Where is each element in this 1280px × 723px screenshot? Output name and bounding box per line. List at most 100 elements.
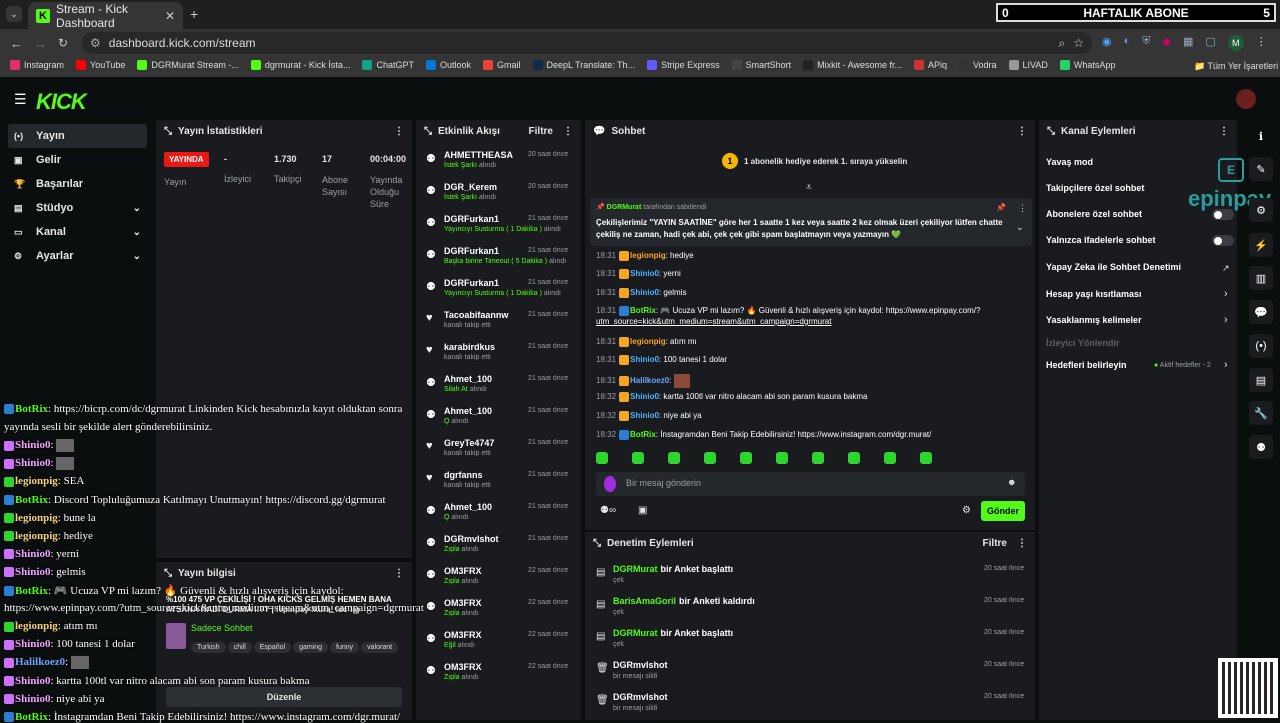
edit-icon[interactable]: ✎ — [1249, 157, 1273, 181]
chat-message[interactable]: 18:31 legionpig: hediye — [596, 251, 694, 261]
feed-item[interactable]: ♥ karabirdkus 21 saat önce kanalı takip ett… — [416, 342, 576, 374]
feed-item-user[interactable]: karabirdkus — [444, 342, 496, 352]
all-bookmarks[interactable]: 📁 Tüm Yer İşaretleri — [1194, 61, 1279, 71]
subscribers-only-toggle[interactable] — [1212, 209, 1234, 220]
bookmark-item[interactable]: APiq — [908, 60, 953, 70]
pinned-by-user[interactable]: DGRMurat — [606, 204, 642, 211]
chat-username[interactable]: Halilkoez0 — [630, 376, 670, 386]
stream-info-more-icon[interactable]: ⋮ — [394, 567, 404, 579]
chat-identity-icon[interactable] — [604, 476, 616, 492]
emote-icon[interactable] — [632, 452, 644, 464]
feed-item-user[interactable]: OM3FRX — [444, 566, 482, 576]
feed-collapse-icon[interactable]: ⤡ — [424, 125, 432, 137]
stats-more-icon[interactable]: ⋮ — [394, 125, 404, 137]
feed-item-user[interactable]: Ahmet_100 — [444, 374, 493, 384]
bookmark-item[interactable]: Vodra — [953, 60, 1003, 70]
feed-item[interactable]: ♥ Tacoabifaannw 21 saat önce kanalı takip e… — [416, 310, 576, 342]
sidebar-item-başarılar[interactable]: 🏆 Başarılar — [8, 172, 147, 196]
chat-message[interactable]: 18:32 Shinio0: niye abi ya — [596, 411, 702, 421]
bookmark-item[interactable]: Stripe Express — [641, 60, 726, 70]
feed-item-user[interactable]: DGRFurkan1 — [444, 214, 500, 224]
chat-message[interactable]: 18:31 legionpig: atım mı — [596, 337, 697, 347]
channel-action-item[interactable]: Hesap yaşı kısıtlaması — [1046, 289, 1142, 299]
moderation-item[interactable]: DGRMurat bir Anket başlattı — [613, 628, 733, 638]
chevron-right-icon[interactable]: › — [1224, 359, 1228, 371]
emoji-icon[interactable]: ☻ — [1007, 477, 1017, 487]
chat-collapse-icon[interactable]: 💬 — [593, 125, 606, 137]
feed-item-user[interactable]: OM3FRX — [444, 630, 482, 640]
emote-icon[interactable] — [812, 452, 824, 464]
feed-item[interactable]: ⚉ OM3FRX 22 saat önce Zıpla alındı — [416, 662, 576, 694]
feed-item-user[interactable]: DGRFurkan1 — [444, 278, 500, 288]
chat-message[interactable]: 18:31 Shinio0: gelmis — [596, 288, 687, 298]
channel-action-item[interactable]: Yasaklanmış kelimeler — [1046, 315, 1142, 325]
user-avatar[interactable] — [1236, 89, 1256, 109]
new-tab-icon[interactable]: + — [190, 6, 199, 22]
feed-item[interactable]: ⚉ Ahmet_100 21 saat önce Q alındı — [416, 502, 576, 534]
expand-icon[interactable]: ⩡ — [806, 182, 812, 193]
channel-action-item[interactable]: İzleyici Yönlendir — [1046, 338, 1120, 348]
channel-action-item[interactable]: Hedefleri belirleyin — [1046, 360, 1127, 370]
feed-item-user[interactable]: DGRFurkan1 — [444, 246, 500, 256]
emote-icon[interactable] — [740, 452, 752, 464]
channel-actions-more-icon[interactable]: ⋮ — [1219, 125, 1229, 137]
feed-item-user[interactable]: DGRmvlshot — [444, 534, 499, 544]
feed-item[interactable]: ⚉ DGRFurkan1 21 saat önce Yayıncıyı Susturm… — [416, 214, 576, 246]
feed-item[interactable]: ⚉ AHMETTHEASA 20 saat önce İstek Şarkı alın… — [416, 150, 576, 182]
moderation-user[interactable]: DGRmvlshot — [613, 660, 668, 670]
feed-item[interactable]: ♥ GreyTe4747 21 saat önce kanalı takip etti — [416, 438, 576, 470]
stats-collapse-icon[interactable]: ⤡ — [164, 125, 172, 137]
feed-item-user[interactable]: Ahmet_100 — [444, 406, 493, 416]
chat-message[interactable]: 18:32 BotRix: İnstagramdan Beni Takip Ede… — [596, 430, 932, 440]
stream-tag[interactable]: funny — [330, 642, 360, 653]
group-icon[interactable]: ⚉ — [1249, 435, 1273, 459]
emote-icon[interactable] — [848, 452, 860, 464]
hamburger-menu-icon[interactable]: ☰ — [14, 91, 27, 107]
sidebar-item-kanal[interactable]: ▭ Kanal ⌄ — [8, 220, 147, 244]
chat-more-icon[interactable]: ⋮ — [1017, 125, 1027, 137]
channel-action-item[interactable]: Yapay Zeka ile Sohbet Denetimi — [1046, 262, 1182, 272]
bookmark-item[interactable]: Mixkit - Awesome fr... — [797, 60, 908, 70]
feed-item[interactable]: ⚉ DGR_Kerem 20 saat önce İstek Şarkı alındı — [416, 182, 576, 214]
bookmark-star-icon[interactable]: ☆ — [1073, 36, 1084, 50]
chat-message-link[interactable]: utm_source=kick&utm_medium=stream&utm_ca… — [596, 317, 832, 326]
sidebar-item-ayarlar[interactable]: ⚙ Ayarlar ⌄ — [8, 244, 147, 268]
stream-tag[interactable]: valorant — [361, 642, 399, 653]
moderation-more-icon[interactable]: ⋮ — [1017, 537, 1027, 549]
bookmark-item[interactable]: ChatGPT — [356, 60, 420, 70]
moderation-item[interactable]: BarisAmaGoril bir Anketi kaldırdı — [613, 596, 755, 606]
extension-icon[interactable]: ◉ — [1102, 36, 1112, 48]
feed-item[interactable]: ⚉ Ahmet_100 21 saat önce Silah At alındı — [416, 374, 576, 406]
info-icon[interactable]: ℹ — [1258, 130, 1264, 143]
external-link-icon[interactable]: ↗ — [1222, 263, 1230, 273]
channel-action-item[interactable]: Yavaş mod — [1046, 157, 1094, 167]
bookmark-item[interactable]: DGRMurat Stream -... — [131, 60, 245, 70]
reload-icon[interactable]: ↻ — [58, 36, 69, 50]
feed-item-user[interactable]: Ahmet_100 — [444, 502, 493, 512]
feed-filter-button[interactable]: Filtre — [528, 125, 553, 137]
profile-avatar[interactable]: M — [1227, 35, 1244, 51]
stream-tag[interactable]: Español — [253, 642, 292, 653]
lightning-icon[interactable]: ⚡ — [1249, 233, 1273, 257]
phone-icon[interactable]: ▥ — [1249, 266, 1273, 290]
stream-tag[interactable]: Turkish — [191, 642, 226, 653]
bookmark-item[interactable]: DeepL Translate: Th... — [527, 60, 642, 70]
stream-tag[interactable]: gaming — [293, 642, 329, 653]
stream-info-collapse-icon[interactable]: ⤡ — [164, 567, 172, 579]
site-info-icon[interactable]: ⚙ — [90, 36, 101, 50]
feed-item[interactable]: ⚉ DGRFurkan1 21 saat önce Başka birine Time… — [416, 246, 576, 278]
back-icon[interactable]: ← — [10, 35, 23, 51]
emote-icon[interactable] — [776, 452, 788, 464]
bookmark-item[interactable]: YouTube — [70, 60, 131, 70]
gift-banner[interactable]: 1 abonelik hediye ederek 1. sıraya yükse… — [744, 157, 908, 166]
chat-message[interactable]: 18:31 Shinio0: 100 tanesi 1 dolar — [596, 355, 727, 365]
chat-message[interactable]: 18:32 Shinio0: kartta 100tl var nitro ala… — [596, 392, 868, 402]
chevron-right-icon[interactable]: › — [1224, 314, 1228, 326]
chat-username[interactable]: Shinio0 — [630, 288, 659, 298]
moderation-user[interactable]: DGRMurat — [613, 564, 658, 574]
chat-message[interactable]: 18:31 Halilkoez0: — [596, 374, 690, 388]
sidebar-item-gelir[interactable]: ▣ Gelir — [8, 148, 147, 172]
extension-icon[interactable]: ⛨ — [1142, 35, 1151, 47]
feed-item-user[interactable]: OM3FRX — [444, 662, 482, 672]
chevron-down-icon[interactable]: ⌄ — [132, 250, 141, 262]
